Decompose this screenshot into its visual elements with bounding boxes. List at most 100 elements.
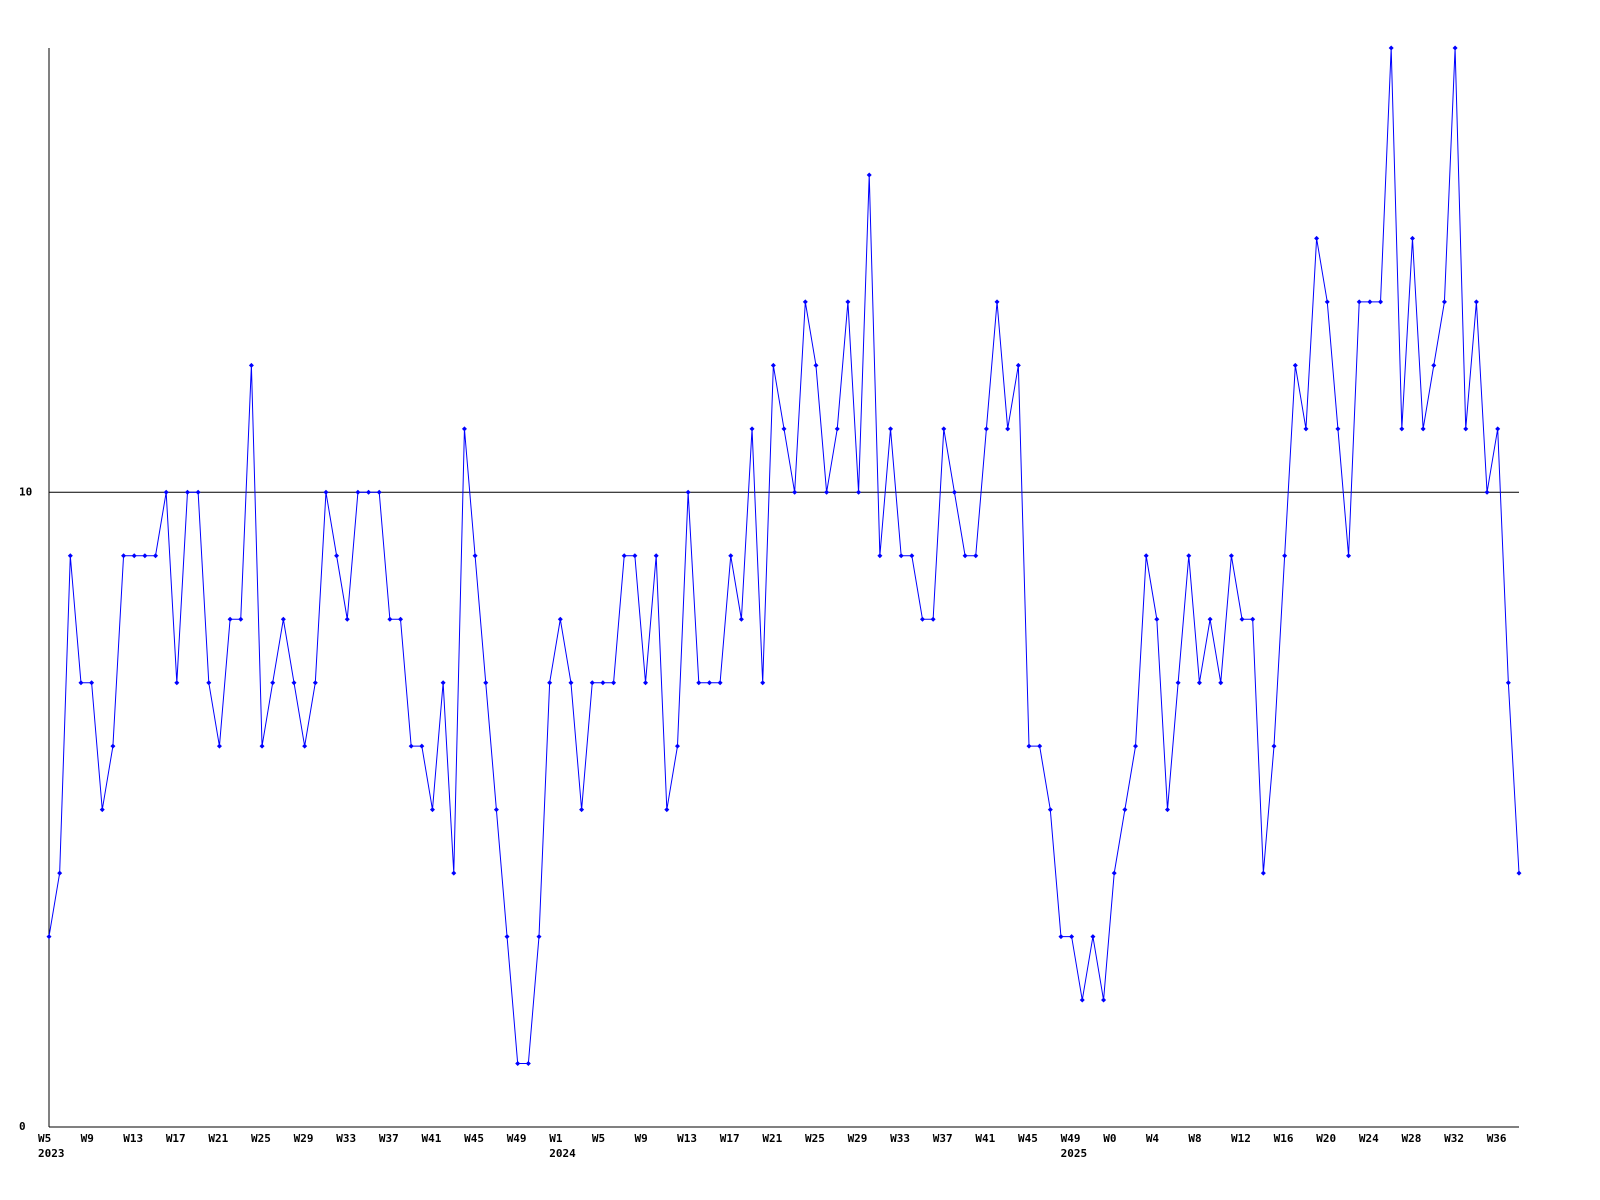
data-point — [227, 616, 233, 622]
data-point — [195, 489, 201, 495]
data-point — [440, 680, 446, 686]
data-point — [621, 553, 627, 559]
x-tick-label: W21 — [208, 1132, 228, 1145]
data-point — [1164, 807, 1170, 813]
data-point — [547, 680, 553, 686]
data-point — [1399, 426, 1405, 432]
x-tick-label: W21 — [762, 1132, 782, 1145]
data-point — [174, 680, 180, 686]
data-point — [717, 680, 723, 686]
data-point — [1154, 616, 1160, 622]
data-point — [1079, 997, 1085, 1003]
data-point — [632, 553, 638, 559]
data-point — [1324, 299, 1330, 305]
x-tick-label: W20 — [1316, 1132, 1336, 1145]
data-point — [1015, 362, 1021, 368]
x-tick-label: W5 — [38, 1132, 51, 1145]
data-point — [1133, 743, 1139, 749]
data-point — [983, 426, 989, 432]
data-point — [1314, 235, 1320, 241]
data-point — [1037, 743, 1043, 749]
data-point — [1356, 299, 1362, 305]
x-tick-label: W25 — [251, 1132, 271, 1145]
data-point — [1409, 235, 1415, 241]
data-point — [1058, 934, 1064, 940]
data-point — [1122, 807, 1128, 813]
data-point — [1218, 680, 1224, 686]
data-point — [451, 870, 457, 876]
x-tick-label: W8 — [1188, 1132, 1201, 1145]
data-point — [919, 616, 925, 622]
x-tick-label: W29 — [294, 1132, 314, 1145]
data-point — [493, 807, 499, 813]
y-tick-label: 10 — [19, 485, 32, 498]
data-point — [1431, 362, 1437, 368]
data-point — [824, 489, 830, 495]
data-point — [696, 680, 702, 686]
data-point — [78, 680, 84, 686]
x-tick-label: W24 — [1359, 1132, 1379, 1145]
data-point — [706, 680, 712, 686]
x-tick-label: W37 — [933, 1132, 953, 1145]
data-point — [259, 743, 265, 749]
data-line — [48, 47, 1520, 1065]
data-point — [1069, 934, 1075, 940]
data-point — [802, 299, 808, 305]
data-point — [67, 553, 73, 559]
data-point — [536, 934, 542, 940]
data-point — [941, 426, 947, 432]
data-point — [1473, 299, 1479, 305]
data-point — [1484, 489, 1490, 495]
data-point — [366, 489, 372, 495]
x-tick-label: W41 — [421, 1132, 441, 1145]
x-tick-label: W28 — [1401, 1132, 1421, 1145]
data-point — [877, 553, 883, 559]
data-point — [888, 426, 894, 432]
data-point — [898, 553, 904, 559]
x-tick-label: W1 — [549, 1132, 563, 1145]
x-tick-label: W4 — [1146, 1132, 1160, 1145]
data-point — [344, 616, 350, 622]
data-point — [770, 362, 776, 368]
data-point — [1346, 553, 1352, 559]
data-point — [57, 870, 63, 876]
data-point — [291, 680, 297, 686]
data-point — [1228, 553, 1234, 559]
x-tick-label: W37 — [379, 1132, 399, 1145]
data-point — [110, 743, 116, 749]
data-point — [664, 807, 670, 813]
data-point — [1186, 553, 1192, 559]
data-point — [1463, 426, 1469, 432]
data-point — [962, 553, 968, 559]
data-point — [589, 680, 595, 686]
data-point — [1303, 426, 1309, 432]
data-point — [845, 299, 851, 305]
data-point — [206, 680, 212, 686]
data-point — [738, 616, 744, 622]
data-point — [472, 553, 478, 559]
x-tick-label: W13 — [677, 1132, 697, 1145]
data-point — [515, 1061, 521, 1067]
data-point — [653, 553, 659, 559]
x-tick-label: W32 — [1444, 1132, 1464, 1145]
data-point — [1271, 743, 1277, 749]
data-point — [781, 426, 787, 432]
data-point — [142, 553, 148, 559]
data-point — [728, 553, 734, 559]
data-point — [1047, 807, 1053, 813]
data-point — [376, 489, 382, 495]
data-point — [1143, 553, 1149, 559]
data-point — [568, 680, 574, 686]
data-point — [1175, 680, 1181, 686]
x-tick-label: W17 — [720, 1132, 740, 1145]
data-point — [1495, 426, 1501, 432]
data-point — [1292, 362, 1298, 368]
data-point — [579, 807, 585, 813]
data-point — [813, 362, 819, 368]
data-point — [1505, 680, 1511, 686]
x-tick-label: W33 — [336, 1132, 356, 1145]
x-tick-label: W12 — [1231, 1132, 1251, 1145]
data-point — [1378, 299, 1384, 305]
data-point — [429, 807, 435, 813]
